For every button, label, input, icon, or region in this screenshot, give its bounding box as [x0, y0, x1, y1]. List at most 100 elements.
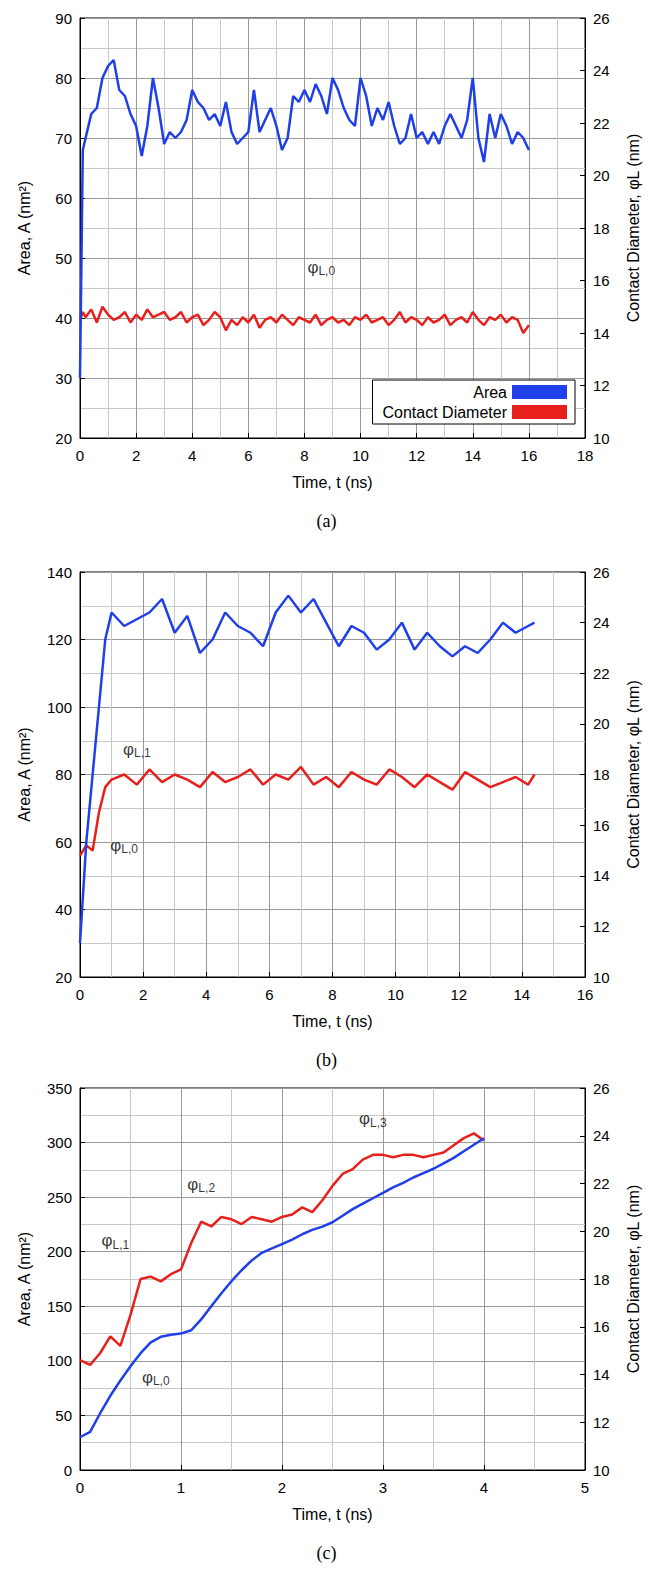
svg-text:18: 18	[593, 1271, 610, 1288]
svg-text:L,2: L,2	[198, 1181, 215, 1195]
svg-text:12: 12	[450, 986, 467, 1003]
svg-text:10: 10	[593, 430, 610, 447]
svg-text:18: 18	[593, 220, 610, 237]
svg-text:3: 3	[379, 1479, 387, 1496]
svg-text:4: 4	[188, 447, 196, 464]
svg-text:Contact Diameter, φL (nm): Contact Diameter, φL (nm)	[625, 680, 642, 869]
svg-text:(a): (a)	[317, 511, 337, 532]
svg-text:12: 12	[593, 1414, 610, 1431]
svg-text:70: 70	[55, 130, 72, 147]
svg-text:20: 20	[593, 167, 610, 184]
svg-text:8: 8	[300, 447, 308, 464]
svg-text:16: 16	[593, 272, 610, 289]
svg-text:12: 12	[408, 447, 425, 464]
svg-text:20: 20	[593, 715, 610, 732]
svg-text:16: 16	[577, 986, 594, 1003]
svg-text:350: 350	[47, 1080, 72, 1097]
svg-text:80: 80	[55, 70, 72, 87]
svg-text:4: 4	[202, 986, 210, 1003]
svg-text:Area: Area	[473, 384, 507, 401]
svg-text:2: 2	[278, 1479, 286, 1496]
svg-text:14: 14	[464, 447, 481, 464]
svg-text:L,0: L,0	[318, 264, 335, 278]
svg-text:24: 24	[593, 614, 610, 631]
svg-text:1: 1	[177, 1479, 185, 1496]
svg-text:120: 120	[47, 631, 72, 648]
svg-text:16: 16	[593, 817, 610, 834]
svg-text:14: 14	[593, 1366, 610, 1383]
svg-text:14: 14	[514, 986, 531, 1003]
svg-text:16: 16	[593, 1318, 610, 1335]
svg-text:Time, t (ns): Time, t (ns)	[292, 1013, 372, 1030]
svg-text:50: 50	[55, 1407, 72, 1424]
svg-text:20: 20	[55, 430, 72, 447]
svg-text:12: 12	[593, 377, 610, 394]
svg-text:Area, A (nm²): Area, A (nm²)	[16, 1232, 33, 1326]
svg-text:6: 6	[265, 986, 273, 1003]
svg-text:26: 26	[593, 564, 610, 581]
svg-text:φ: φ	[123, 740, 134, 759]
svg-text:10: 10	[593, 1462, 610, 1479]
svg-text:22: 22	[593, 115, 610, 132]
svg-text:φ: φ	[110, 836, 121, 855]
svg-text:60: 60	[55, 834, 72, 851]
svg-text:(b): (b)	[316, 1050, 337, 1071]
svg-text:L,0: L,0	[121, 842, 138, 856]
svg-text:2: 2	[132, 447, 140, 464]
svg-text:10: 10	[352, 447, 369, 464]
svg-text:40: 40	[55, 901, 72, 918]
svg-text:24: 24	[593, 1127, 610, 1144]
svg-text:φ: φ	[101, 1231, 112, 1250]
svg-text:26: 26	[593, 1080, 610, 1097]
svg-text:0: 0	[76, 447, 84, 464]
svg-text:8: 8	[328, 986, 336, 1003]
svg-text:30: 30	[55, 370, 72, 387]
svg-text:250: 250	[47, 1189, 72, 1206]
svg-text:14: 14	[593, 325, 610, 342]
svg-text:24: 24	[593, 62, 610, 79]
svg-text:0: 0	[76, 1479, 84, 1496]
svg-text:50: 50	[55, 250, 72, 267]
svg-text:90: 90	[55, 10, 72, 27]
svg-text:L,0: L,0	[153, 1374, 170, 1388]
svg-text:18: 18	[593, 766, 610, 783]
svg-text:26: 26	[593, 10, 610, 27]
svg-text:100: 100	[47, 1352, 72, 1369]
svg-text:18: 18	[577, 447, 594, 464]
svg-text:L,1: L,1	[134, 746, 151, 760]
svg-text:20: 20	[593, 1223, 610, 1240]
svg-text:14: 14	[593, 867, 610, 884]
svg-text:4: 4	[480, 1479, 488, 1496]
svg-text:16: 16	[521, 447, 538, 464]
svg-text:40: 40	[55, 310, 72, 327]
svg-text:150: 150	[47, 1298, 72, 1315]
svg-text:L,3: L,3	[370, 1116, 387, 1130]
svg-text:φ: φ	[142, 1368, 153, 1387]
svg-text:12: 12	[593, 918, 610, 935]
svg-text:5: 5	[581, 1479, 589, 1496]
svg-text:200: 200	[47, 1243, 72, 1260]
svg-text:20: 20	[55, 969, 72, 986]
svg-text:Contact Diameter, φL (nm): Contact Diameter, φL (nm)	[625, 134, 642, 323]
svg-text:L,1: L,1	[113, 1238, 130, 1252]
svg-text:2: 2	[139, 986, 147, 1003]
svg-text:60: 60	[55, 190, 72, 207]
svg-text:6: 6	[244, 447, 252, 464]
svg-text:Area, A (nm²): Area, A (nm²)	[16, 181, 33, 275]
svg-text:22: 22	[593, 1175, 610, 1192]
svg-text:300: 300	[47, 1134, 72, 1151]
svg-text:Time, t (ns): Time, t (ns)	[292, 474, 372, 491]
svg-text:140: 140	[47, 564, 72, 581]
svg-text:10: 10	[593, 969, 610, 986]
svg-text:Time, t (ns): Time, t (ns)	[292, 1506, 372, 1523]
svg-text:80: 80	[55, 766, 72, 783]
svg-text:10: 10	[387, 986, 404, 1003]
svg-text:22: 22	[593, 665, 610, 682]
svg-text:Area, A (nm²): Area, A (nm²)	[16, 727, 33, 821]
svg-text:φ: φ	[187, 1175, 198, 1194]
svg-text:Contact Diameter: Contact Diameter	[383, 404, 508, 421]
svg-text:(c): (c)	[317, 1543, 337, 1564]
svg-text:φ: φ	[359, 1109, 370, 1128]
svg-text:φ: φ	[307, 258, 318, 277]
svg-text:0: 0	[64, 1462, 72, 1479]
